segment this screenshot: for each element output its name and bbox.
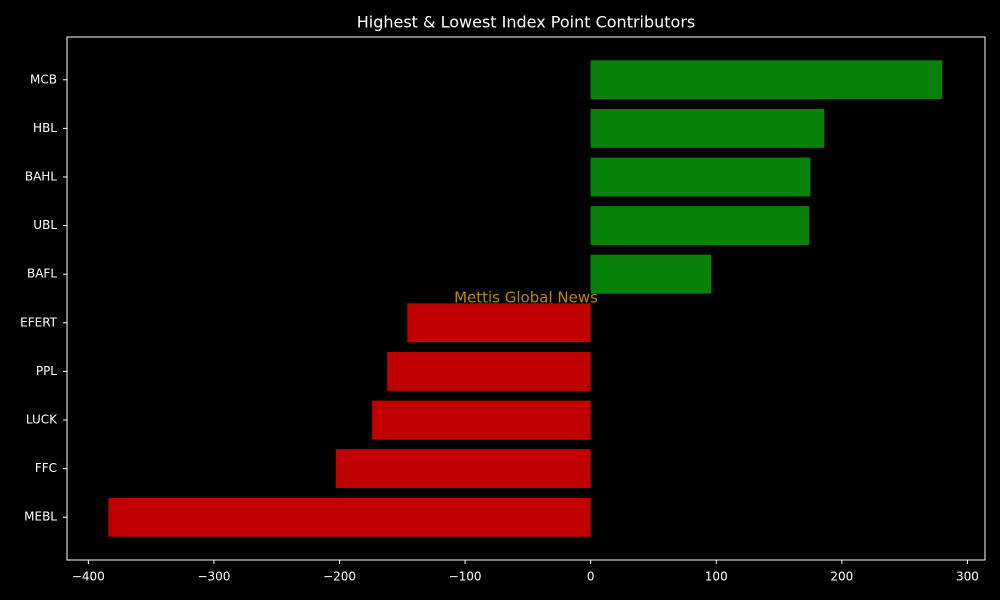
y-tick-label: MCB [30, 72, 57, 86]
x-tick-label: −300 [197, 570, 230, 584]
bar [590, 157, 811, 197]
x-tick-label: 100 [705, 570, 728, 584]
bar [407, 303, 591, 343]
bar [335, 449, 591, 489]
bar [372, 400, 591, 440]
x-tick-label: −200 [323, 570, 356, 584]
y-tick-label: HBL [33, 121, 57, 135]
y-tick-label: EFERT [20, 315, 58, 329]
x-tick-label: 300 [956, 570, 979, 584]
x-tick-label: 200 [830, 570, 853, 584]
plot-frame [66, 36, 986, 561]
y-tick-label: BAHL [25, 169, 57, 183]
bar [590, 60, 943, 100]
y-tick-label: MEBL [24, 510, 57, 524]
bar [387, 351, 591, 391]
x-tick-label: −100 [449, 570, 482, 584]
y-tick-label: FFC [35, 461, 57, 475]
y-tick-label: BAFL [27, 267, 57, 281]
bar [590, 108, 825, 148]
watermark: Mettis Global News [454, 289, 598, 307]
x-tick-label: 0 [587, 570, 595, 584]
y-tick-label: UBL [33, 218, 57, 232]
bar [590, 254, 712, 294]
y-tick-label: LUCK [26, 413, 58, 427]
y-tick-label: PPL [36, 364, 57, 378]
bar [590, 206, 810, 246]
bar [108, 497, 591, 537]
chart-title: Highest & Lowest Index Point Contributor… [357, 13, 696, 32]
x-tick-label: −400 [72, 570, 105, 584]
